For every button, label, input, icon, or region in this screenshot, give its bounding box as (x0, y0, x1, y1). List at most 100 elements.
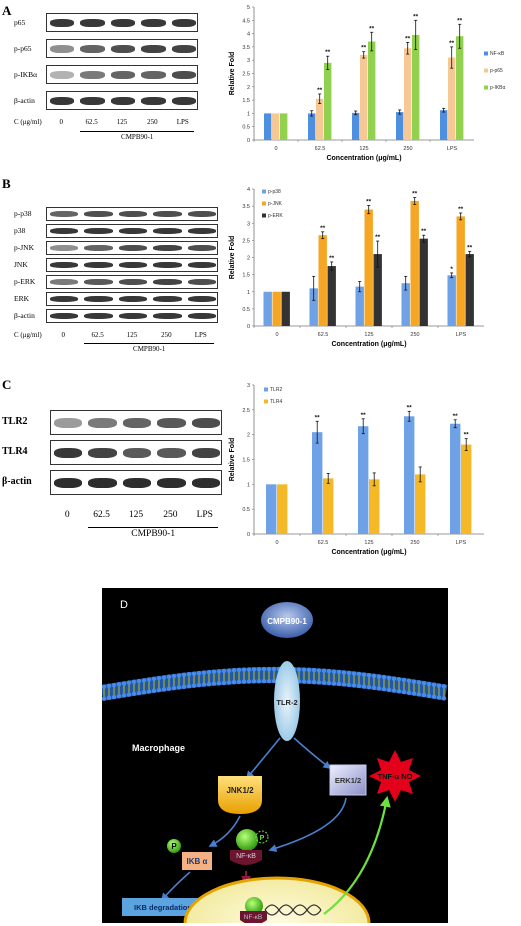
membrane-bead (231, 668, 237, 673)
membrane-bead (311, 667, 317, 673)
membrane-bead (421, 680, 427, 686)
legend-swatch (484, 51, 488, 56)
y-tick-label: 3.5 (242, 45, 250, 51)
blot-band (191, 417, 220, 428)
phospho-label-nfkb: P (260, 835, 265, 842)
membrane-bead (206, 681, 212, 687)
blot-band (141, 70, 166, 79)
membrane-bead (336, 669, 342, 675)
blot-label: p-JNK (14, 243, 34, 252)
bar (364, 209, 373, 326)
membrane-bead (176, 673, 182, 678)
blot-band (110, 18, 136, 27)
membrane-bead (161, 687, 167, 692)
membrane-bead (266, 666, 272, 672)
blot-label: p-p65 (14, 43, 32, 53)
membrane-bead (351, 671, 357, 676)
membrane-bead (171, 673, 177, 679)
y-tick-label: 1 (247, 111, 250, 117)
bar (448, 57, 456, 140)
significance-label: ** (315, 414, 321, 421)
tlr2-receptor (274, 661, 300, 741)
panel-b-letter: B (2, 176, 11, 191)
arrow-jnk-to-complex (208, 815, 241, 847)
bar (373, 254, 382, 326)
membrane-bead (361, 672, 367, 677)
erk-label: ERK1/2 (335, 776, 361, 785)
blot-band (171, 70, 196, 79)
blot-label: p65 (14, 17, 26, 27)
blot-band (191, 447, 220, 458)
y-tick-label: 1.5 (242, 273, 250, 279)
significance-label: ** (407, 404, 413, 411)
dna-helix (264, 904, 322, 916)
significance-label: ** (412, 191, 418, 198)
x-tick-label: 62.5 (318, 332, 329, 338)
blot-band (54, 447, 83, 458)
y-tick-label: 2 (247, 85, 250, 91)
legend-label: p-ERK (268, 213, 283, 219)
blot-strip (46, 207, 218, 221)
y-axis-title: Relative Fold (229, 236, 236, 280)
phospho-label-ikb: P (171, 842, 177, 851)
significance-label: ** (457, 17, 463, 24)
membrane-bead (221, 680, 227, 686)
x-axis-title: Concentration (μg/mL) (326, 155, 401, 162)
y-tick-label: 0 (247, 532, 250, 538)
blot-band (187, 313, 216, 319)
significance-label: ** (405, 35, 411, 42)
membrane-bead (251, 667, 257, 672)
blot-strip (46, 309, 218, 323)
bar (401, 283, 410, 326)
x-tick-label: 250 (410, 332, 419, 338)
membrane-bead (436, 695, 442, 700)
y-tick-label: 3.5 (242, 204, 250, 210)
panel-c-chart: 0 0.5 1 1.5 2 2.5 3 Relative Fold 0 62.5 ** 125 ** 25… (229, 383, 484, 556)
blot-band (122, 417, 152, 428)
membrane-bead (306, 667, 312, 673)
y-tick-label: 4 (247, 187, 250, 193)
membrane-bead (131, 679, 137, 685)
blot-strip (46, 292, 218, 306)
membrane-bead (376, 686, 382, 691)
group-underline (80, 131, 194, 132)
nfkb-green-circle (236, 829, 258, 851)
membrane-bead (346, 682, 352, 688)
significance-label: ** (453, 413, 459, 420)
membrane-bead (426, 681, 432, 687)
membrane-bead (366, 684, 372, 690)
y-tick-label: 1 (247, 482, 250, 488)
y-tick-label: 3 (247, 383, 250, 389)
y-axis-title: Relative Fold (229, 438, 236, 482)
erk-shape (329, 764, 367, 796)
legend-swatch (484, 85, 488, 90)
blot-band (157, 477, 186, 488)
bar (450, 423, 461, 534)
membrane-bead (176, 685, 182, 690)
bar (355, 286, 364, 326)
blot-band (80, 96, 105, 105)
bar (264, 113, 272, 140)
lane-value: 62.5 (93, 510, 110, 520)
group-label: CMPB90-1 (131, 529, 176, 539)
membrane-bead (191, 671, 197, 676)
bar (410, 200, 419, 326)
membrane-bead (196, 670, 202, 676)
membrane-bead (341, 682, 347, 687)
membrane-bead (441, 696, 447, 701)
x-axis-title: Concentration (μg/mL) (331, 341, 406, 348)
legend-label: p-JNK (268, 201, 283, 207)
membrane-bead (416, 680, 422, 685)
membrane-bead (406, 690, 412, 695)
nfkb-label: NF-κB (236, 853, 256, 860)
blot-band (88, 477, 117, 488)
legend-swatch (262, 213, 266, 218)
blot-band (88, 447, 117, 458)
x-tick-label: LPS (447, 146, 458, 152)
membrane-bead (351, 683, 357, 688)
membrane-bead (186, 684, 192, 689)
blot-band (153, 228, 182, 234)
lane-value: 0 (64, 510, 70, 520)
bar (318, 235, 327, 326)
macrophage-label: Macrophage (132, 743, 185, 753)
